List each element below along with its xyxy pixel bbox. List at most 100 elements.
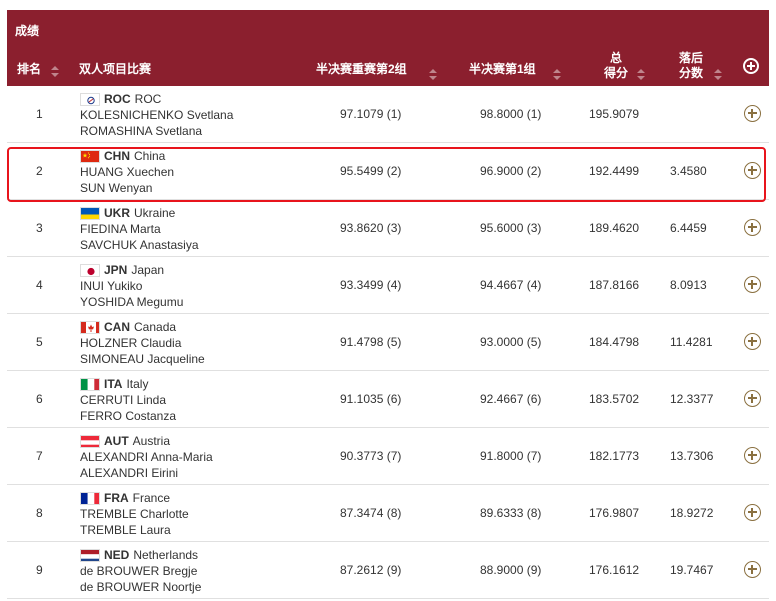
ned-flag-icon	[80, 548, 100, 562]
ukr-flag-icon	[80, 206, 100, 220]
athlete-name[interactable]: ALEXANDRI Anna-Maria	[80, 450, 213, 464]
team-cell: FRA France TREMBLE Charlotte TREMBLE Laura	[80, 490, 189, 538]
results-title: 成绩	[15, 24, 40, 38]
expand-row-icon[interactable]	[744, 447, 761, 464]
athlete-name[interactable]: SAVCHUK Anastasiya	[80, 238, 199, 252]
table-row[interactable]: 6 ITA Italy CERRUTI Linda FERRO Costanza 91.1…	[7, 371, 769, 428]
ita-flag-icon	[80, 377, 100, 391]
behind-score: 11.4281	[670, 335, 713, 349]
country-name: Netherlands	[133, 548, 199, 562]
semi2-score: 93.8620 (3)	[340, 221, 402, 235]
country-code: CAN	[104, 320, 130, 334]
athlete-name[interactable]: SUN Wenyan	[80, 181, 153, 195]
table-row[interactable]: 4 JPN Japan INUI Yukiko YOSHIDA Megumu 93.349…	[7, 257, 769, 314]
table-row[interactable]: 2 CHN China HUANG Xuechen SUN Wenyan 95.5499 …	[7, 143, 769, 200]
country-code: AUT	[104, 434, 129, 448]
total-score: 189.4620	[589, 221, 640, 235]
country-code: JPN	[104, 263, 128, 277]
table-row[interactable]: 3 UKR Ukraine FIEDINA Marta SAVCHUK Anastasi…	[7, 200, 769, 257]
total-score: 176.9807	[589, 506, 640, 520]
athlete-name[interactable]: FERRO Costanza	[80, 409, 177, 423]
semi2-score: 90.3773 (7)	[340, 449, 402, 463]
semi1-score: 98.8000 (1)	[480, 107, 542, 121]
athlete-name[interactable]: INUI Yukiko	[80, 279, 143, 293]
rank-cell: 6	[36, 392, 43, 406]
sort-rank-icon[interactable]	[51, 66, 59, 78]
athlete-name[interactable]: de BROUWER Noortje	[80, 580, 202, 594]
table-row[interactable]: 5 CAN Canada HOLZNER Claudia SIMONEAU Jacque…	[7, 314, 769, 371]
rank-cell: 7	[36, 449, 43, 463]
country-name: France	[132, 491, 171, 505]
athlete-name[interactable]: CERRUTI Linda	[80, 393, 167, 407]
col-semi2[interactable]: 半决赛重赛第2组	[316, 62, 407, 76]
rank-cell: 4	[36, 278, 43, 292]
table-row[interactable]: 9 NED Netherlands de BROUWER Bregje de BROUW…	[7, 542, 769, 599]
country-code: ITA	[104, 377, 123, 391]
athlete-name[interactable]: FIEDINA Marta	[80, 222, 161, 236]
roc-flag-icon	[80, 92, 100, 106]
sort-semi1-icon[interactable]	[553, 69, 561, 81]
behind-score: 3.4580	[670, 164, 707, 178]
country-name: Austria	[132, 434, 171, 448]
total-score: 182.1773	[589, 449, 640, 463]
results-panel: 成绩 排名 双人项目比赛 半决赛重赛第2组 半决赛第1组 总得分 落后 分数 1 R…	[7, 10, 769, 601]
expand-row-icon[interactable]	[744, 333, 761, 350]
country-name: Ukraine	[134, 206, 176, 220]
athlete-name[interactable]: KOLESNICHENKO Svetlana	[80, 108, 234, 122]
expand-all-icon[interactable]	[743, 58, 759, 74]
table-row[interactable]: 8 FRA France TREMBLE Charlotte TREMBLE Laura…	[7, 485, 769, 542]
rank-cell: 2	[36, 164, 43, 178]
sort-behind-icon[interactable]	[714, 69, 722, 81]
team-cell: ROC ROC KOLESNICHENKO Svetlana ROMASHINA Sv…	[80, 91, 233, 139]
athlete-name[interactable]: TREMBLE Laura	[80, 523, 171, 537]
rank-cell: 8	[36, 506, 43, 520]
total-score: 183.5702	[589, 392, 640, 406]
athlete-name[interactable]: SIMONEAU Jacqueline	[80, 352, 205, 366]
team-cell: JPN Japan INUI Yukiko YOSHIDA Megumu	[80, 262, 183, 310]
athlete-name[interactable]: HUANG Xuechen	[80, 165, 175, 179]
semi2-score: 91.1035 (6)	[340, 392, 402, 406]
table-row[interactable]: 7 AUT Austria ALEXANDRI Anna-Maria ALEXANDRI…	[7, 428, 769, 485]
semi2-score: 87.2612 (9)	[340, 563, 402, 577]
behind-score: 13.7306	[670, 449, 714, 463]
expand-row-icon[interactable]	[744, 504, 761, 521]
expand-row-icon[interactable]	[744, 276, 761, 293]
sort-semi2-icon[interactable]	[429, 69, 437, 81]
col-rank[interactable]: 排名	[17, 62, 42, 76]
col-event: 双人项目比赛	[79, 62, 152, 76]
col-total[interactable]: 总得分	[603, 51, 628, 80]
team-cell: NED Netherlands de BROUWER Bregje de BROUWE…	[80, 547, 201, 595]
expand-row-icon[interactable]	[744, 390, 761, 407]
semi2-score: 97.1079 (1)	[340, 107, 402, 121]
expand-row-icon[interactable]	[744, 162, 761, 179]
col-semi1[interactable]: 半决赛第1组	[469, 62, 536, 76]
aut-flag-icon	[80, 434, 100, 448]
semi1-score: 92.4667 (6)	[480, 392, 542, 406]
country-code: CHN	[104, 149, 130, 163]
team-cell: AUT Austria ALEXANDRI Anna-Maria ALEXANDRI …	[80, 433, 213, 481]
sort-total-icon[interactable]	[637, 69, 645, 81]
athlete-name[interactable]: TREMBLE Charlotte	[80, 507, 189, 521]
expand-row-icon[interactable]	[744, 219, 761, 236]
col-behind[interactable]: 落后 分数	[678, 51, 703, 80]
athlete-name[interactable]: ALEXANDRI Eirini	[80, 466, 179, 480]
expand-row-icon[interactable]	[744, 561, 761, 578]
athlete-name[interactable]: HOLZNER Claudia	[80, 336, 182, 350]
athlete-name[interactable]: de BROUWER Bregje	[80, 564, 198, 578]
total-score: 176.1612	[589, 563, 640, 577]
results-table: 1 ROC ROC KOLESNICHENKO Svetlana ROMASHINA S…	[7, 86, 769, 599]
country-name: Canada	[134, 320, 177, 334]
table-row[interactable]: 1 ROC ROC KOLESNICHENKO Svetlana ROMASHINA S…	[7, 86, 769, 143]
athlete-name[interactable]: ROMASHINA Svetlana	[80, 124, 203, 138]
behind-score: 18.9272	[670, 506, 714, 520]
country-name: ROC	[134, 92, 162, 106]
rank-cell: 3	[36, 221, 43, 235]
rank-cell: 1	[36, 107, 43, 121]
expand-row-icon[interactable]	[744, 105, 761, 122]
athlete-name[interactable]: YOSHIDA Megumu	[80, 295, 184, 309]
total-score: 195.9079	[589, 107, 640, 121]
total-score: 187.8166	[589, 278, 640, 292]
team-cell: CHN China HUANG Xuechen SUN Wenyan	[80, 148, 174, 196]
chn-flag-icon	[80, 149, 100, 163]
results-header: 成绩 排名 双人项目比赛 半决赛重赛第2组 半决赛第1组 总得分 落后 分数	[7, 10, 769, 86]
